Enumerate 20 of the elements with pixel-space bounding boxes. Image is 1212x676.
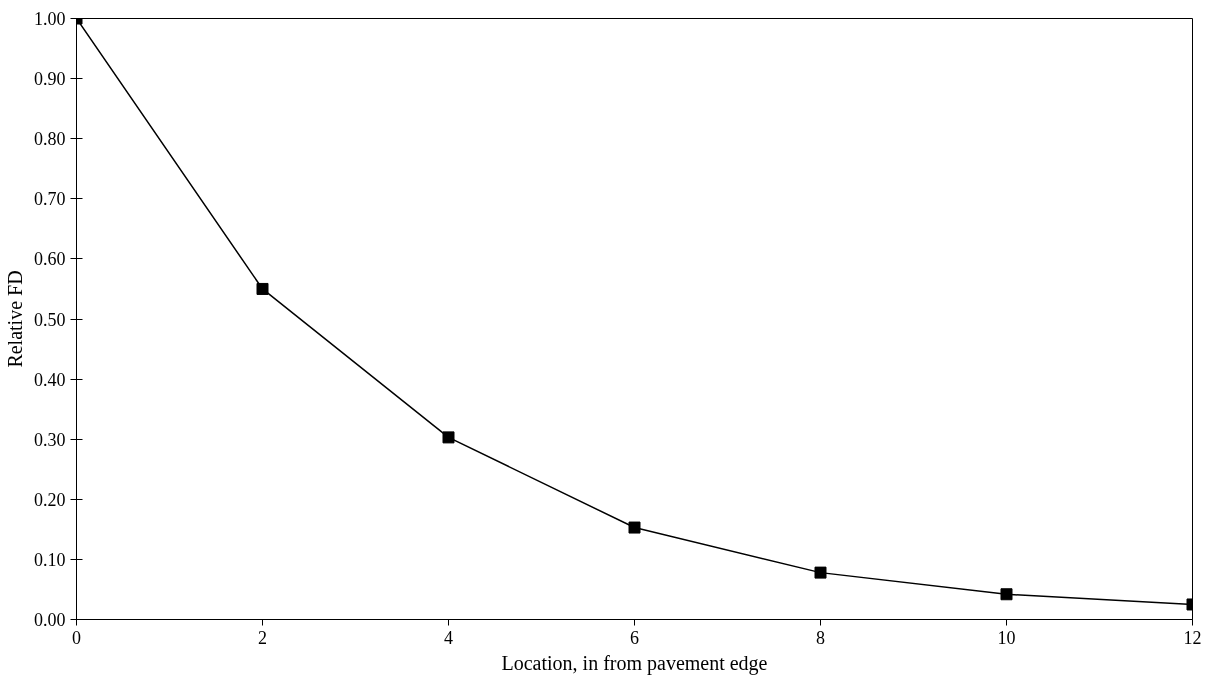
x-tick-label: 12	[1183, 627, 1202, 648]
x-tick-label: 8	[816, 627, 825, 648]
x-tick-label: 2	[258, 627, 267, 648]
x-tick-label: 0	[72, 627, 81, 648]
y-tick-label: 0.40	[34, 369, 66, 390]
y-tick-label: 0.60	[34, 249, 66, 270]
y-tick-label: 0.20	[34, 489, 66, 510]
y-tick-label: 0.80	[34, 129, 66, 150]
y-tick-label: 0.50	[34, 309, 66, 330]
y-axis-title: Relative FD	[4, 270, 26, 368]
y-tick-label: 1.00	[34, 9, 66, 29]
x-axis-title: Location, in from pavement edge	[501, 651, 768, 675]
y-tick-label: 0.00	[34, 610, 66, 630]
x-tick-label: 6	[630, 627, 639, 648]
x-tick-label: 10	[997, 627, 1016, 648]
y-tick-label: 0.90	[34, 69, 66, 90]
y-tick-label: 0.70	[34, 189, 66, 210]
y-tick-label: 0.10	[34, 549, 66, 570]
x-tick-label: 4	[444, 627, 453, 648]
y-tick-label: 0.30	[34, 429, 66, 450]
